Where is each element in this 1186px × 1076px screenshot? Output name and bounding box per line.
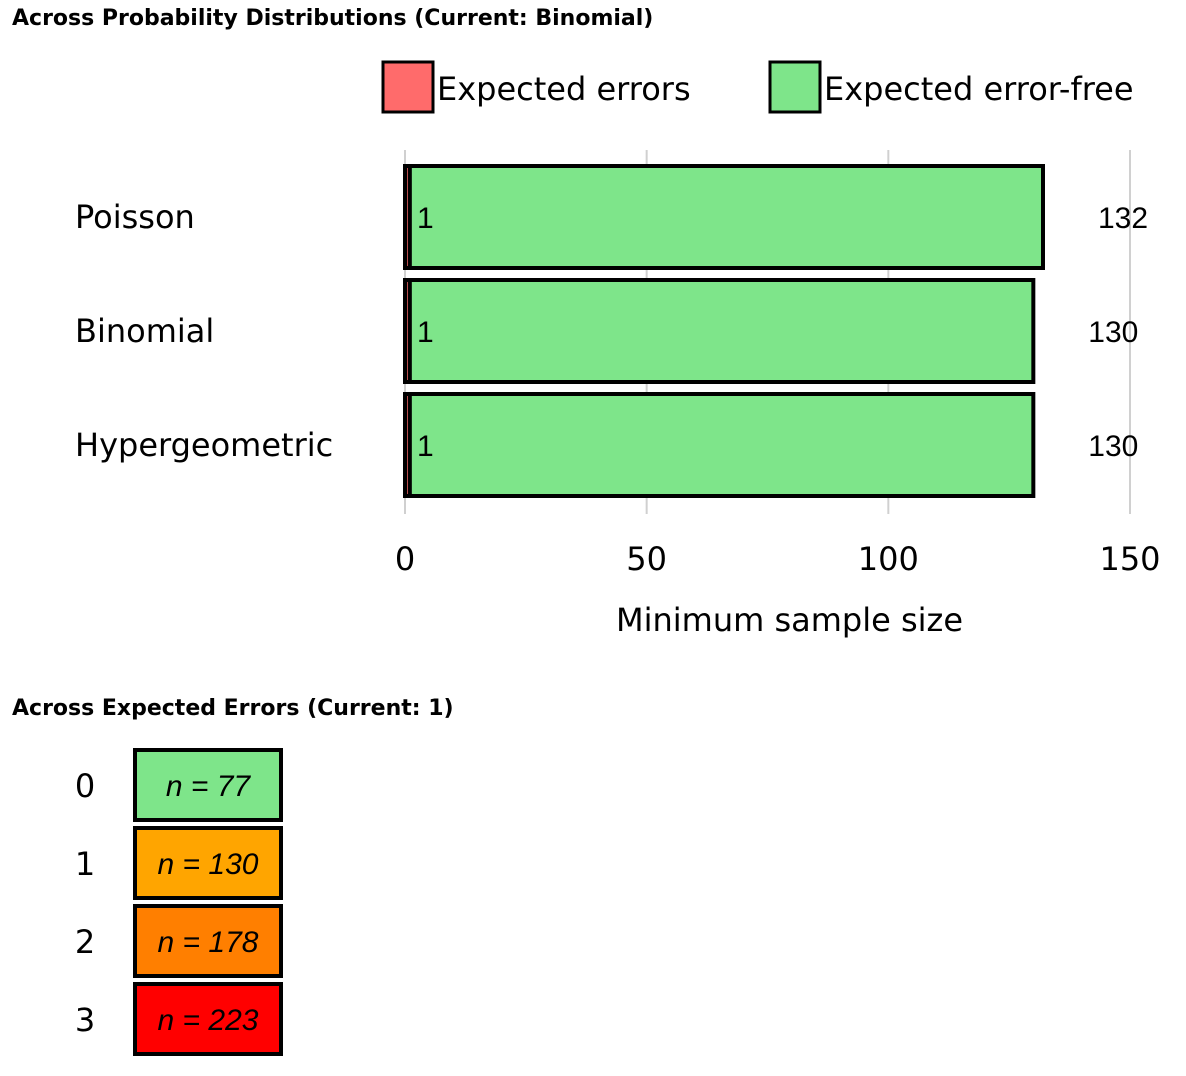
sample-size-label: n = 77: [166, 770, 252, 803]
sample-size-box: [133, 904, 283, 978]
sample-size-label: n = 223: [158, 1004, 259, 1037]
bar-segment: [407, 164, 1046, 270]
errors-value-label: 1: [417, 202, 434, 235]
x-tick-label: 100: [858, 540, 919, 578]
x-axis-label: Minimum sample size: [616, 601, 963, 639]
legend-label: Expected error-free: [824, 70, 1134, 108]
total-label: 132: [1098, 202, 1148, 235]
sample-size-label: n = 130: [158, 848, 259, 881]
error-count-label: 1: [75, 845, 95, 883]
legend-swatch: [768, 60, 822, 114]
error-count-label: 2: [75, 923, 95, 961]
sample-size-label: n = 178: [158, 926, 259, 959]
bar-segment: [407, 278, 1036, 384]
errors-value-label: 1: [417, 430, 434, 463]
errors-section-title: Across Expected Errors (Current: 1): [12, 696, 454, 721]
distributions-section-title: Across Probability Distributions (Curren…: [12, 6, 654, 31]
category-label: Binomial: [75, 312, 214, 350]
x-tick-label: 50: [626, 540, 667, 578]
error-count-label: 3: [75, 1001, 95, 1039]
category-label: Poisson: [75, 198, 195, 236]
x-tick-label: 0: [395, 540, 415, 578]
category-label: Hypergeometric: [75, 426, 333, 464]
errors-value-label: 1: [417, 316, 434, 349]
sample-size-box: [133, 826, 283, 900]
error-count-label: 0: [75, 767, 95, 805]
legend-label: Expected errors: [437, 70, 691, 108]
x-tick-label: 150: [1099, 540, 1160, 578]
total-label: 130: [1088, 316, 1138, 349]
sample-size-box: [133, 748, 283, 822]
sample-size-box: [133, 982, 283, 1056]
total-label: 130: [1088, 430, 1138, 463]
legend-swatch: [381, 60, 435, 114]
bar-segment: [407, 392, 1036, 498]
